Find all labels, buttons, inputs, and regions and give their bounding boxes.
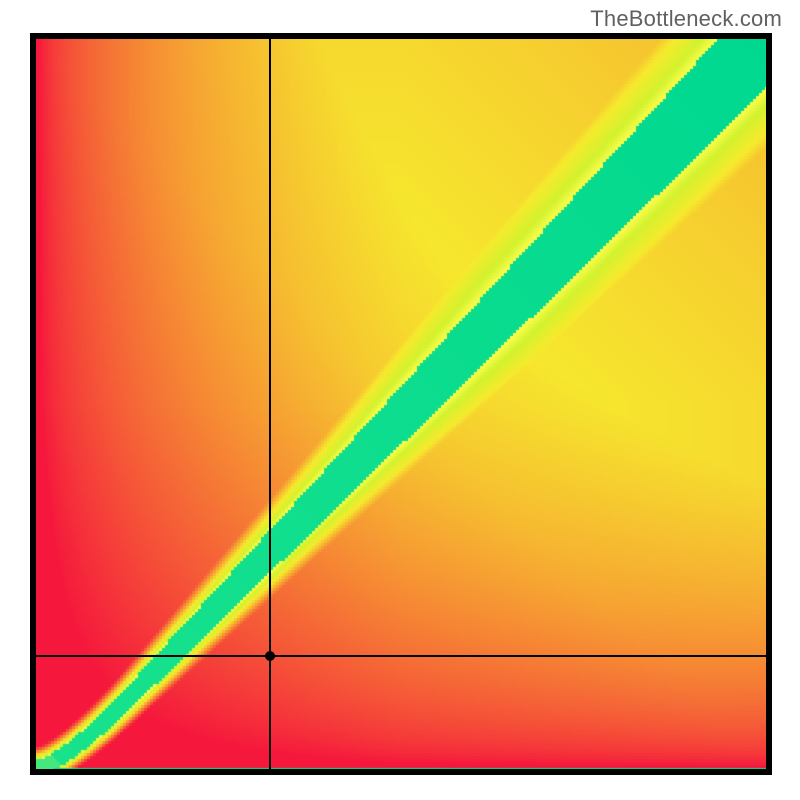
crosshair-marker (265, 651, 275, 661)
watermark-label: TheBottleneck.com (590, 6, 782, 32)
crosshair-horizontal (36, 655, 766, 657)
heatmap-plot-border (30, 33, 772, 775)
heatmap-canvas (36, 39, 766, 769)
root-container: TheBottleneck.com (0, 0, 800, 800)
